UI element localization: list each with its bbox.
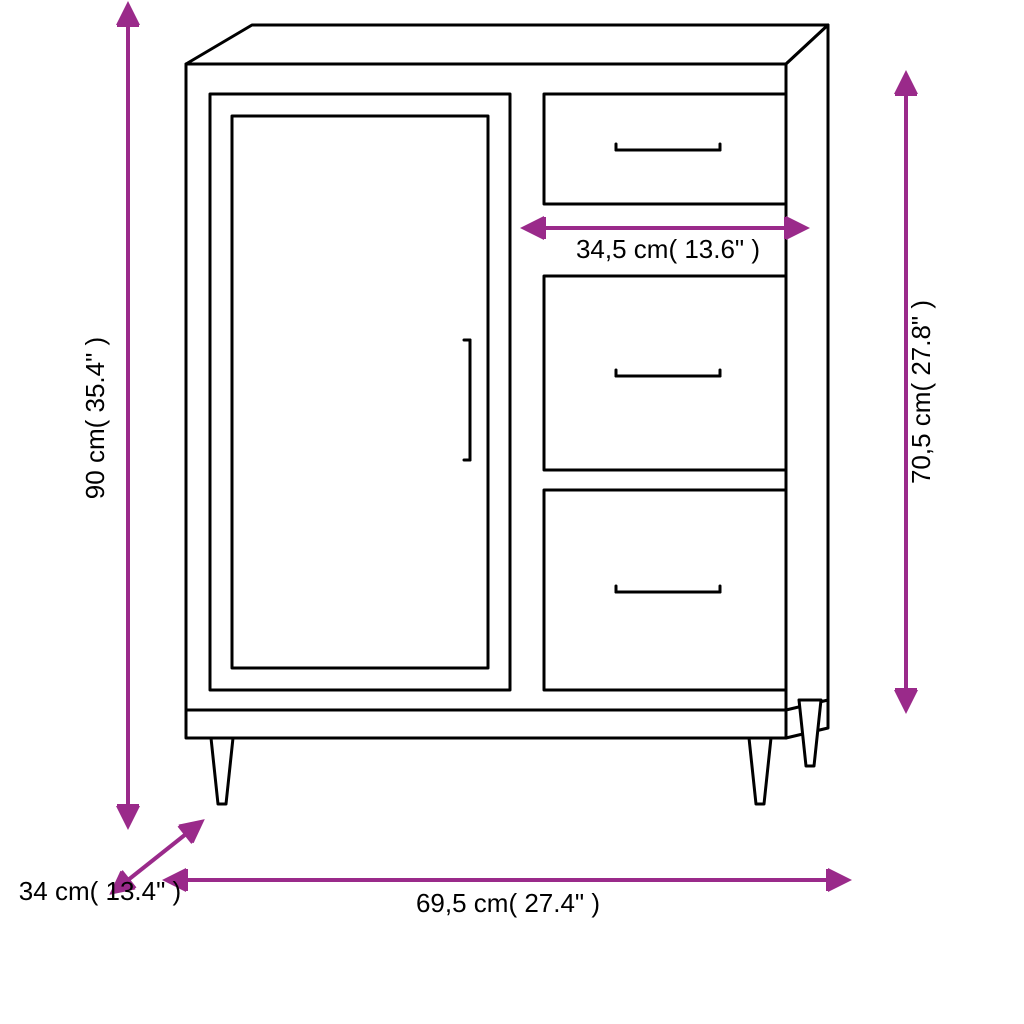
label-height-right: 70,5 cm( 27.8" ) [906,300,936,484]
label-depth: 34 cm( 13.4" ) [19,876,181,906]
label-height-left: 90 cm( 35.4" ) [80,337,110,499]
label-width: 69,5 cm( 27.4" ) [416,888,600,918]
cabinet-drawing [186,25,828,804]
label-drawer-width: 34,5 cm( 13.6" ) [576,234,760,264]
